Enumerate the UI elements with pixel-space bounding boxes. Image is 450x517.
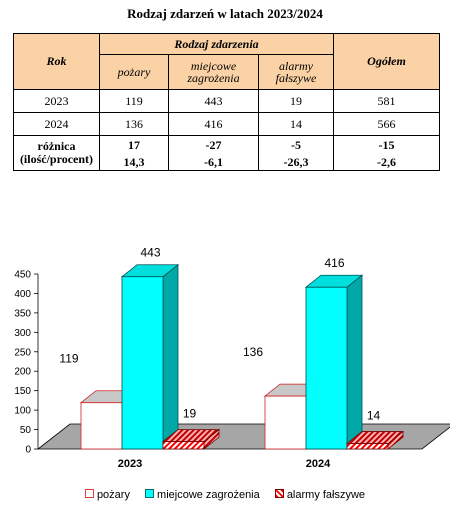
cell-roznica-ogolem: -15 — [333, 135, 440, 154]
legend-item-pozary: pożary — [84, 489, 130, 501]
bar-front — [264, 395, 307, 450]
y-tick-label: 150 — [14, 386, 31, 397]
data-label: 14 — [367, 409, 381, 423]
cell-procent-ogolem: -2,6 — [333, 154, 440, 171]
bar-2023-2 — [161, 428, 221, 450]
y-tick-label: 400 — [14, 289, 31, 300]
events-table: Rok Rodzaj zdarzenia Ogółem pożary miejc… — [13, 33, 440, 171]
y-tick-label: 0 — [25, 445, 31, 456]
page-title: Rodzaj zdarzeń w latach 2023/2024 — [127, 6, 323, 21]
header-rodzaj-zdarzenia: Rodzaj zdarzenia — [99, 33, 334, 55]
y-tick-label: 200 — [14, 367, 31, 378]
legend-label-pozary: pożary — [96, 489, 130, 501]
bar-side — [162, 263, 179, 450]
x-tick-label-2024: 2024 — [306, 458, 331, 470]
bar-front — [80, 402, 123, 450]
header-ogolem: Ogółem — [333, 33, 440, 90]
cell-ogolem: 566 — [333, 112, 440, 136]
bar-front — [346, 443, 389, 450]
cell-rok: 2023 — [13, 89, 100, 113]
bar-2024-2 — [345, 430, 405, 450]
cell-ogolem: 581 — [333, 89, 440, 113]
legend-swatch-miejscowe — [145, 489, 155, 498]
data-label: 19 — [183, 407, 197, 421]
cell-roznica-pozary: 17 — [99, 135, 169, 154]
cell-miejscowe: 416 — [168, 112, 259, 136]
y-tick-label: 350 — [14, 308, 31, 319]
legend-label-miejscowe: miejcowe zagrożenia — [157, 489, 260, 501]
bar-2023-1 — [120, 263, 180, 450]
legend-item-miejscowe: miejcowe zagrożenia — [145, 489, 260, 501]
cell-alarmy: 19 — [258, 89, 334, 113]
table-row: 2023 119 443 19 581 — [13, 89, 440, 113]
x-tick-label-2023: 2023 — [118, 458, 142, 470]
y-tick-label: 450 — [14, 270, 31, 281]
table-row: 2024 136 416 14 566 — [13, 112, 440, 136]
cell-roznica-label: różnica (ilość/procent) — [13, 135, 100, 171]
header-alarmy: alarmy fałszywe — [258, 54, 334, 90]
cell-procent-miejscowe: -6,1 — [168, 154, 259, 171]
cell-pozary: 136 — [99, 112, 169, 136]
chart-legend: pożary miejcowe zagrożenia alarmy fałszy… — [0, 489, 450, 501]
legend-swatch-pozary — [84, 489, 94, 498]
data-label: 443 — [140, 246, 160, 260]
bar-front — [305, 286, 348, 450]
legend-swatch-alarmy — [274, 489, 284, 498]
bar-front — [121, 276, 164, 450]
y-tick-label: 250 — [14, 347, 31, 358]
header-pozary: pożary — [99, 54, 169, 90]
table-row-procent: 14,3 -6,1 -26,3 -2,6 — [14, 154, 440, 171]
y-tick-label: 50 — [20, 425, 32, 436]
bar-side — [346, 274, 363, 450]
cell-rok: 2024 — [13, 112, 100, 136]
data-label: 119 — [59, 352, 78, 366]
data-labels: 119 443 19 136 416 14 — [59, 246, 380, 423]
data-label: 136 — [243, 345, 263, 359]
legend-item-alarmy: alarmy fałszywe — [274, 489, 366, 501]
cell-roznica-miejscowe: -27 — [168, 135, 259, 154]
roznica-label-line1: różnica — [37, 139, 76, 153]
y-axis-ticks: 0 50 100 150 200 250 300 350 400 450 — [14, 270, 38, 456]
cell-alarmy: 14 — [258, 112, 334, 136]
table-row-roznica: różnica (ilość/procent) 17 -27 -5 -15 — [13, 135, 440, 171]
data-label: 416 — [324, 256, 344, 270]
roznica-label-line2: (ilość/procent) — [19, 152, 94, 166]
bar-2024-1 — [304, 274, 364, 450]
cell-procent-alarmy: -26,3 — [258, 154, 334, 171]
legend-label-alarmy: alarmy fałszywe — [286, 489, 366, 501]
bar-front — [162, 441, 205, 450]
y-tick-label: 100 — [14, 406, 31, 417]
y-tick-label: 300 — [14, 328, 31, 339]
bars-group — [79, 263, 405, 450]
cell-procent-pozary: 14,3 — [99, 154, 169, 171]
